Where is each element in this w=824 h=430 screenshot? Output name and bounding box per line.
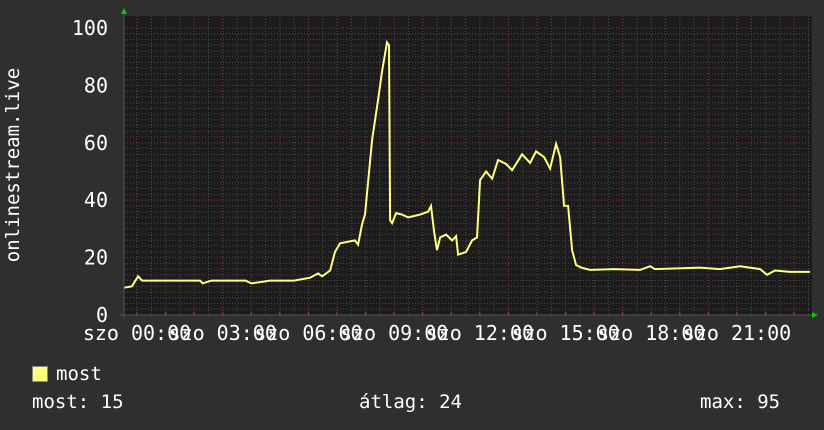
series-line-most <box>123 39 811 289</box>
x-tick-label: szo 00:00 <box>83 321 191 345</box>
y-tick-label: 0 <box>96 303 108 327</box>
legend-label: most <box>56 363 102 385</box>
x-tick-label: szo 15:00 <box>511 321 619 345</box>
plot-background <box>124 16 812 315</box>
legend: most <box>32 363 102 385</box>
y-tick-label: 60 <box>84 131 108 155</box>
x-tick-label: szo 03:00 <box>169 321 277 345</box>
x-tick-label: szo 18:00 <box>597 321 705 345</box>
stat-max: max: 95 <box>700 391 781 413</box>
y-axis-label: onlinestream.live <box>2 68 24 262</box>
y-axis-ticks: 0 20 40 60 80 100 <box>72 16 108 327</box>
x-tick-label: szo 09:00 <box>340 321 448 345</box>
stat-average: átlag: 24 <box>359 391 462 413</box>
x-tick-label: szo 12:00 <box>426 321 534 345</box>
x-tick-label: szo 21:00 <box>683 321 791 345</box>
stat-current: most: 15 <box>32 391 124 413</box>
y-tick-label: 80 <box>84 73 108 97</box>
legend-swatch <box>32 366 48 382</box>
grid <box>124 16 810 316</box>
x-axis-arrow-icon <box>812 312 818 318</box>
y-axis-arrow-icon <box>121 8 127 14</box>
y-tick-label: 40 <box>84 188 108 212</box>
y-tick-label: 20 <box>84 246 108 270</box>
x-tick-label: szo 06:00 <box>254 321 362 345</box>
y-tick-label: 100 <box>72 16 108 40</box>
